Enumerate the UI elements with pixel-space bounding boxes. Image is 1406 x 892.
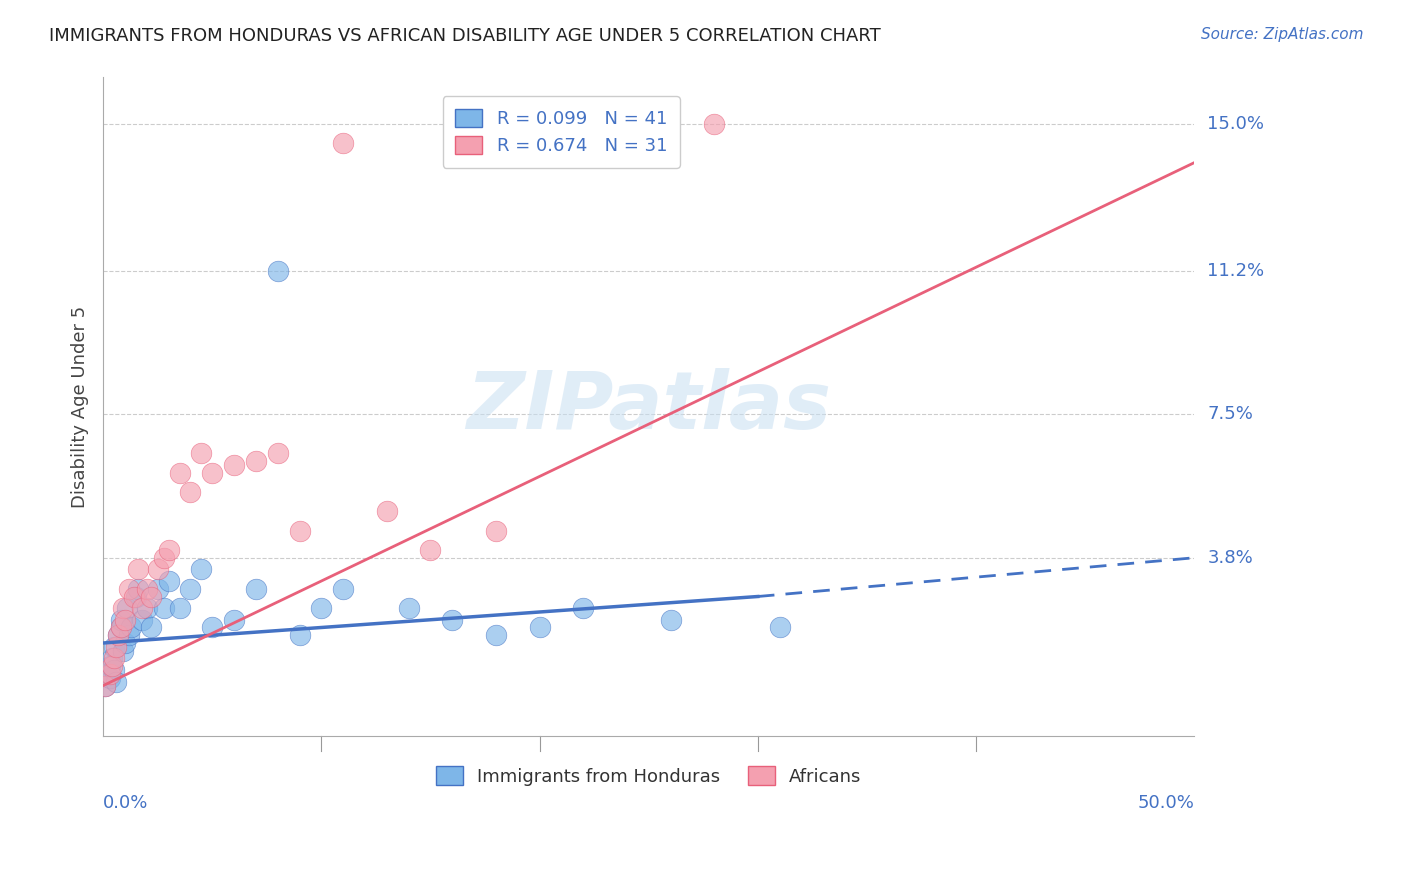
Point: [98, 667, 121, 681]
Point: [114, 613, 136, 627]
Point: [131, 613, 153, 627]
Point: [96, 667, 118, 681]
Point: [332, 582, 354, 596]
Text: 7.5%: 7.5%: [1208, 406, 1253, 424]
Point: [288, 628, 311, 642]
Point: [103, 663, 125, 677]
Point: [111, 644, 134, 658]
Point: [441, 613, 464, 627]
Point: [127, 562, 149, 576]
Point: [190, 446, 212, 460]
Point: [375, 504, 398, 518]
Point: [118, 628, 141, 642]
Point: [107, 628, 129, 642]
Point: [94, 679, 117, 693]
Point: [146, 582, 169, 596]
Point: [222, 613, 245, 627]
Point: [118, 582, 141, 596]
Point: [101, 659, 124, 673]
Point: [769, 620, 792, 634]
Point: [98, 659, 121, 673]
Point: [114, 636, 136, 650]
Point: [122, 590, 145, 604]
Point: [419, 543, 441, 558]
Point: [111, 601, 134, 615]
Point: [121, 620, 143, 634]
Point: [201, 466, 224, 480]
Point: [135, 582, 157, 596]
Point: [135, 601, 157, 615]
Point: [153, 601, 176, 615]
Point: [157, 543, 180, 558]
Point: [190, 562, 212, 576]
Point: [267, 264, 290, 278]
Text: Source: ZipAtlas.com: Source: ZipAtlas.com: [1201, 27, 1364, 42]
Point: [105, 640, 128, 654]
Point: [703, 117, 725, 131]
Text: ZIPatlas: ZIPatlas: [467, 368, 831, 446]
Legend: Immigrants from Honduras, Africans: Immigrants from Honduras, Africans: [429, 759, 869, 793]
Point: [131, 601, 153, 615]
Text: 15.0%: 15.0%: [1208, 115, 1264, 133]
Point: [157, 574, 180, 588]
Point: [125, 590, 148, 604]
Text: 0.0%: 0.0%: [103, 794, 149, 812]
Text: 11.2%: 11.2%: [1208, 262, 1264, 280]
Text: IMMIGRANTS FROM HONDURAS VS AFRICAN DISABILITY AGE UNDER 5 CORRELATION CHART: IMMIGRANTS FROM HONDURAS VS AFRICAN DISA…: [49, 27, 882, 45]
Point: [485, 524, 508, 538]
Point: [529, 620, 551, 634]
Point: [245, 454, 267, 468]
Point: [107, 628, 129, 642]
Point: [398, 601, 420, 615]
Point: [485, 628, 508, 642]
Point: [222, 458, 245, 472]
Point: [179, 582, 201, 596]
Point: [169, 466, 191, 480]
Point: [153, 550, 176, 565]
Point: [311, 601, 333, 615]
Text: 50.0%: 50.0%: [1137, 794, 1194, 812]
Point: [94, 679, 117, 693]
Point: [103, 640, 125, 654]
Point: [105, 674, 128, 689]
Text: 3.8%: 3.8%: [1208, 549, 1253, 566]
Point: [659, 613, 682, 627]
Point: [201, 620, 224, 634]
Point: [169, 601, 191, 615]
Point: [127, 582, 149, 596]
Point: [98, 671, 121, 685]
Point: [146, 562, 169, 576]
Point: [103, 651, 125, 665]
Point: [101, 651, 124, 665]
Point: [139, 620, 162, 634]
Point: [110, 620, 132, 634]
Point: [110, 613, 132, 627]
Point: [267, 446, 290, 460]
Point: [139, 590, 162, 604]
Point: [332, 136, 354, 151]
Point: [110, 620, 132, 634]
Y-axis label: Disability Age Under 5: Disability Age Under 5: [72, 306, 89, 508]
Point: [572, 601, 595, 615]
Point: [288, 524, 311, 538]
Point: [115, 601, 138, 615]
Point: [179, 484, 201, 499]
Point: [245, 582, 267, 596]
